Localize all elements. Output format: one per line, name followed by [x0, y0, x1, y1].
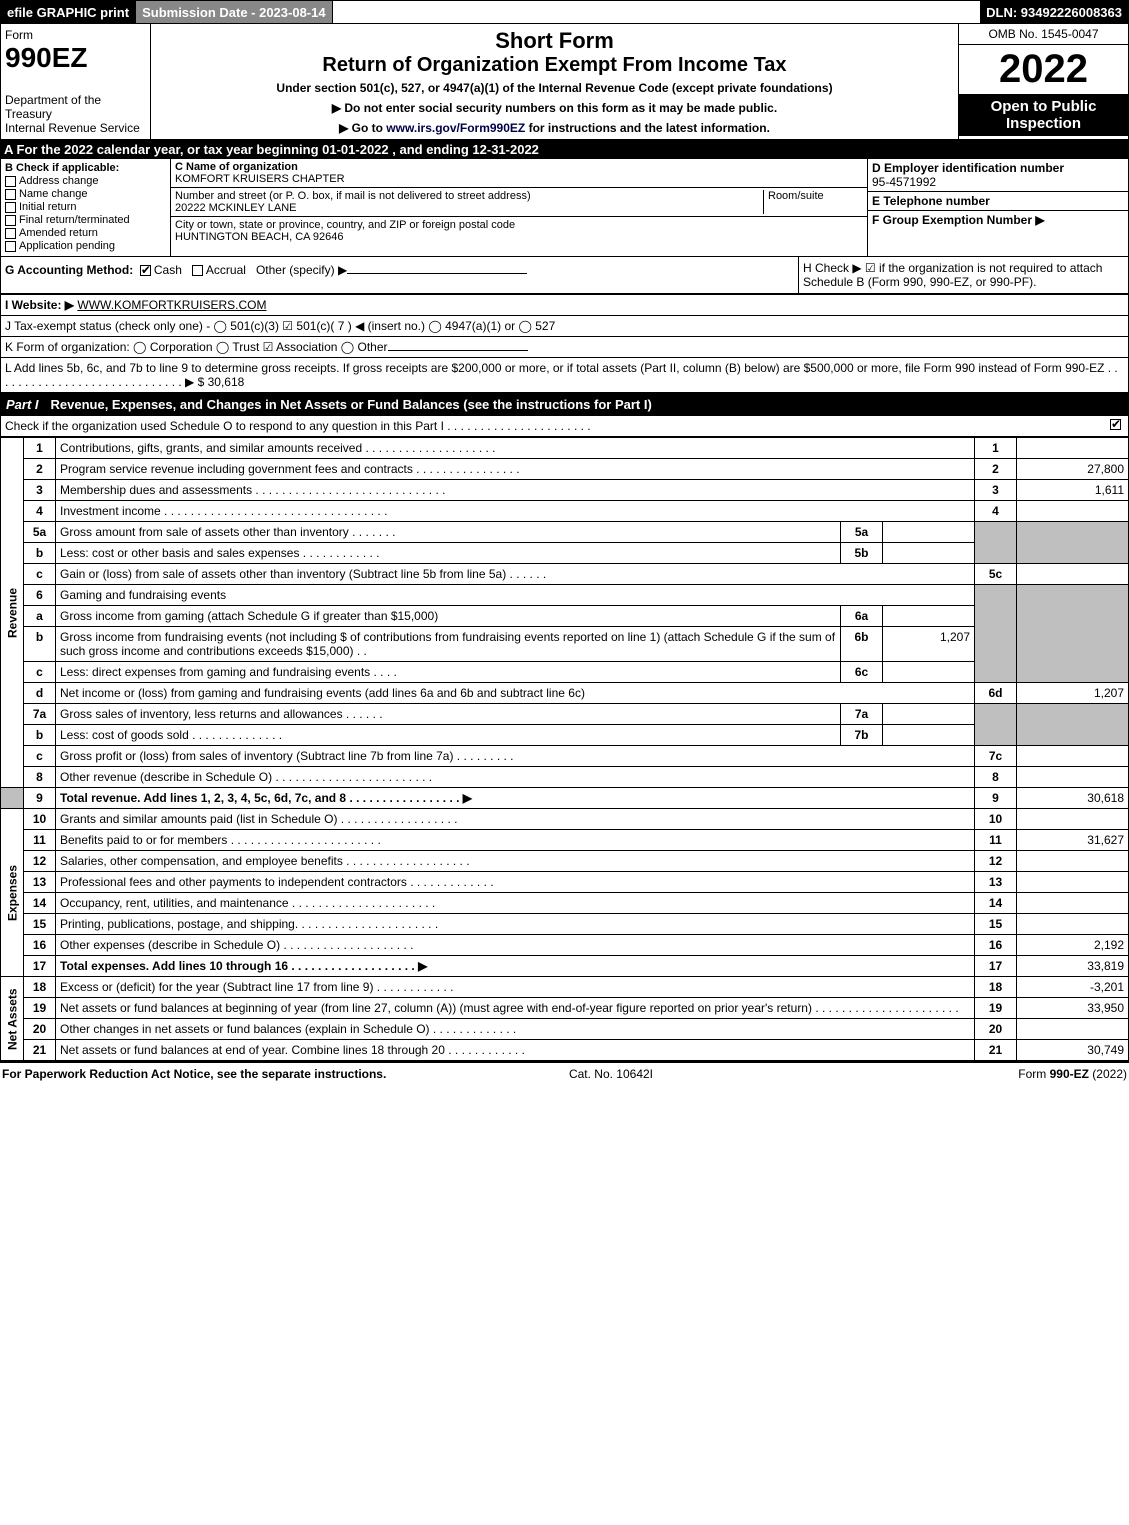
- omb-number: OMB No. 1545-0047: [959, 24, 1128, 45]
- page-footer: For Paperwork Reduction Act Notice, see …: [0, 1061, 1129, 1085]
- chk-cash[interactable]: [140, 265, 151, 276]
- ein: 95-4571992: [872, 175, 936, 189]
- chk-schedule-o[interactable]: [1110, 419, 1121, 430]
- part-i-table: Revenue 1Contributions, gifts, grants, a…: [0, 437, 1129, 1061]
- part-i-check: Check if the organization used Schedule …: [0, 415, 1129, 437]
- subtitle-section: Under section 501(c), 527, or 4947(a)(1)…: [155, 81, 954, 95]
- section-gh: G Accounting Method: Cash Accrual Other …: [0, 256, 1129, 294]
- footer-left: For Paperwork Reduction Act Notice, see …: [2, 1067, 386, 1081]
- chk-initial-return[interactable]: Initial return: [5, 201, 166, 213]
- form-number: 990EZ: [5, 42, 146, 74]
- form-word: Form: [5, 28, 146, 42]
- section-l: L Add lines 5b, 6c, and 7b to line 9 to …: [0, 357, 1129, 393]
- footer-form: Form 990-EZ (2022): [1018, 1067, 1127, 1081]
- chk-accrual[interactable]: [192, 265, 203, 276]
- chk-final-return[interactable]: Final return/terminated: [5, 214, 166, 226]
- section-i: I Website: ▶ WWW.KOMFORTKRUISERS.COM: [0, 294, 1129, 315]
- section-b: B Check if applicable: Address change Na…: [1, 159, 171, 256]
- section-a: A For the 2022 calendar year, or tax yea…: [0, 140, 1129, 159]
- submission-date: Submission Date - 2023-08-14: [136, 1, 333, 23]
- top-bar: efile GRAPHIC print Submission Date - 20…: [0, 0, 1129, 24]
- note-ssn: ▶ Do not enter social security numbers o…: [155, 101, 954, 115]
- side-revenue: Revenue: [1, 438, 24, 788]
- chk-application-pending[interactable]: Application pending: [5, 240, 166, 252]
- form-header: Form 990EZ Department of the Treasury In…: [0, 24, 1129, 140]
- gross-receipts: 30,618: [208, 375, 245, 389]
- tax-year: 2022: [959, 45, 1128, 94]
- side-net-assets: Net Assets: [1, 977, 24, 1061]
- block-bcdef: B Check if applicable: Address change Na…: [0, 159, 1129, 256]
- note-link: ▶ Go to www.irs.gov/Form990EZ for instru…: [155, 121, 954, 135]
- footer-cat: Cat. No. 10642I: [569, 1067, 653, 1081]
- efile-print[interactable]: efile GRAPHIC print: [1, 1, 136, 23]
- website-link[interactable]: WWW.KOMFORTKRUISERS.COM: [77, 298, 266, 312]
- chk-address-change[interactable]: Address change: [5, 175, 166, 187]
- title-short-form: Short Form: [155, 28, 954, 54]
- section-j: J Tax-exempt status (check only one) - ◯…: [0, 315, 1129, 336]
- chk-name-change[interactable]: Name change: [5, 188, 166, 200]
- dln: DLN: 93492226008363: [980, 1, 1128, 23]
- part-i-header: Part I Revenue, Expenses, and Changes in…: [0, 393, 1129, 415]
- org-street: 20222 MCKINLEY LANE: [175, 202, 296, 214]
- section-def: D Employer identification number 95-4571…: [868, 159, 1128, 256]
- section-k: K Form of organization: ◯ Corporation ◯ …: [0, 336, 1129, 357]
- section-c: C Name of organization KOMFORT KRUISERS …: [171, 159, 868, 256]
- chk-amended-return[interactable]: Amended return: [5, 227, 166, 239]
- dept-treasury: Department of the Treasury Internal Reve…: [5, 93, 146, 135]
- irs-link[interactable]: www.irs.gov/Form990EZ: [386, 121, 525, 135]
- org-name: KOMFORT KRUISERS CHAPTER: [175, 173, 345, 185]
- title-return-exempt: Return of Organization Exempt From Incom…: [155, 54, 954, 77]
- open-public-badge: Open to Public Inspection: [959, 94, 1128, 136]
- section-h: H Check ▶ ☑ if the organization is not r…: [798, 257, 1128, 293]
- org-city: HUNTINGTON BEACH, CA 92646: [175, 231, 344, 243]
- side-expenses: Expenses: [1, 809, 24, 977]
